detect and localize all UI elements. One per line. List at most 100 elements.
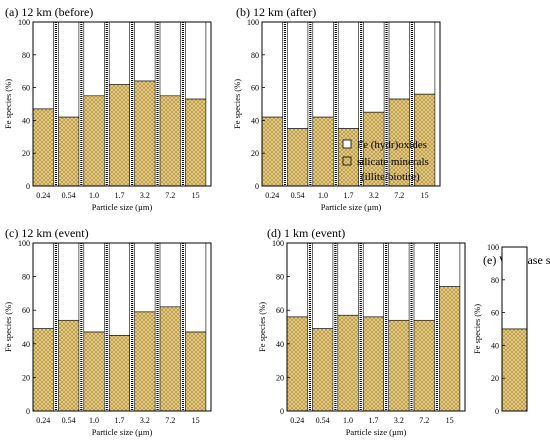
bar-oxides	[32, 21, 54, 110]
x-tick-label: 1.0	[89, 416, 99, 425]
x-tick-label: 15	[446, 416, 454, 425]
bar-silicate	[32, 108, 54, 187]
plot-frame	[261, 21, 441, 187]
bar-oxides	[108, 242, 130, 336]
legend-silicate-label-line2: (illite/biotite)	[361, 171, 420, 183]
panel-2: (c) 12 km (event) 0.24 0.54 1.0 1.7 3.2 7.2 15 0…	[3, 226, 212, 437]
y-tick-label: 80	[22, 273, 30, 282]
y-tick-label: 60	[251, 84, 259, 93]
bar-silicate	[388, 319, 410, 412]
y-tick-label: 20	[251, 149, 259, 158]
bar-oxides	[83, 242, 105, 333]
x-tick-label: 0.24	[290, 416, 304, 425]
bar-oxides	[108, 21, 130, 85]
y-tick-label: 40	[22, 340, 30, 349]
plot-frame	[501, 246, 528, 412]
bar-oxides	[388, 242, 410, 321]
bar-silicate	[185, 98, 207, 187]
bar-silicate	[32, 328, 54, 412]
bar-oxides	[388, 21, 410, 100]
bar-silicate	[159, 306, 181, 412]
plot-frame	[32, 21, 212, 187]
y-tick-label: 20	[276, 373, 284, 382]
bar-oxides	[362, 242, 385, 318]
bar-oxides	[185, 21, 207, 100]
x-axis-label: Particle size (µm)	[346, 427, 407, 437]
y-tick-label: 20	[22, 149, 30, 158]
y-tick-label: 100	[18, 239, 30, 248]
bar-oxides	[337, 21, 360, 129]
bar-silicate	[108, 84, 130, 187]
bar-oxides	[312, 21, 334, 118]
bar-oxides	[501, 246, 528, 330]
legend-silicate-label: silicate minerals	[357, 156, 429, 168]
x-tick-label: 1.7	[114, 416, 124, 425]
bar-oxides	[363, 21, 385, 113]
bar-silicate	[108, 335, 130, 412]
x-tick-label: 0.24	[265, 191, 279, 200]
bar-silicate	[362, 316, 385, 412]
bar-silicate	[287, 128, 309, 187]
bar-oxides	[32, 242, 54, 329]
bar-silicate	[185, 331, 207, 412]
y-tick-label: 0	[26, 407, 30, 416]
y-tick-label: 100	[487, 243, 499, 252]
x-tick-label: 15	[192, 416, 200, 425]
panel-1: (b) 12 km (after) 0.24 0.54 1.0 1.7 3.2 7.2 15 0…	[232, 5, 441, 212]
panel-title: (a) 12 km (before)	[5, 5, 93, 19]
bar-oxides	[159, 21, 181, 97]
y-tick-label: 0	[26, 182, 30, 191]
y-axis-label: Fe species (%)	[472, 304, 482, 354]
x-tick-label: 1.7	[343, 191, 353, 200]
y-tick-label: 80	[22, 51, 30, 60]
bar-oxides	[185, 242, 207, 333]
y-tick-label: 80	[491, 276, 499, 285]
panel-0: (a) 12 km (before) 0.24 0.54 1.0 1.7 3.2 7.2 15…	[3, 5, 212, 212]
x-tick-label: 3.2	[140, 191, 150, 200]
bar-oxides	[134, 242, 156, 313]
bar-silicate	[413, 319, 435, 412]
y-tick-label: 0	[280, 407, 284, 416]
x-tick-label: 0.54	[62, 416, 76, 425]
x-tick-label: 3.2	[369, 191, 379, 200]
panel-title: (c) 12 km (event)	[5, 226, 89, 240]
y-axis-label: Fe species (%)	[3, 302, 13, 352]
legend-oxides-label: Fe (hydr)oxides	[357, 139, 427, 151]
y-axis-label: Fe species (%)	[232, 79, 242, 129]
y-tick-label: 60	[276, 306, 284, 315]
y-tick-label: 80	[251, 51, 259, 60]
y-tick-label: 20	[22, 373, 30, 382]
x-axis-label: Particle size (µm)	[92, 202, 153, 212]
panel-4: (e) Watarase soil020406080100Fe species …	[472, 243, 550, 416]
bar-oxides	[439, 242, 461, 287]
y-tick-label: 0	[255, 182, 259, 191]
bar-oxides	[58, 242, 80, 321]
bar-silicate	[159, 95, 181, 187]
panel-3: (d) 1 km (event) 0.24 0.54 1.0 1.7 3.2 7.2 15 0 2…	[257, 226, 466, 437]
x-tick-label: 1.7	[368, 416, 378, 425]
y-tick-label: 40	[251, 116, 259, 125]
y-tick-label: 100	[247, 18, 259, 27]
bar-silicate	[286, 316, 308, 412]
bar-silicate	[312, 328, 334, 412]
y-tick-label: 60	[22, 84, 30, 93]
x-tick-label: 7.2	[165, 416, 175, 425]
x-tick-label: 15	[192, 191, 200, 200]
bar-silicate	[312, 116, 334, 187]
legend-oxides-swatch	[342, 139, 352, 149]
y-axis-label: Fe species (%)	[3, 79, 13, 129]
bar-silicate	[58, 116, 80, 187]
bar-oxides	[337, 242, 359, 316]
panel-title: (d) 1 km (event)	[267, 226, 345, 240]
x-tick-label: 1.7	[114, 191, 124, 200]
y-tick-label: 40	[276, 340, 284, 349]
x-tick-label: 3.2	[140, 416, 150, 425]
bar-oxides	[134, 21, 156, 82]
x-tick-label: 7.2	[419, 416, 429, 425]
y-axis-label: Fe species (%)	[257, 302, 267, 352]
x-axis-label: Particle size (µm)	[92, 427, 153, 437]
bar-silicate	[261, 116, 283, 187]
y-tick-label: 20	[491, 374, 499, 383]
y-tick-label: 60	[491, 309, 499, 318]
